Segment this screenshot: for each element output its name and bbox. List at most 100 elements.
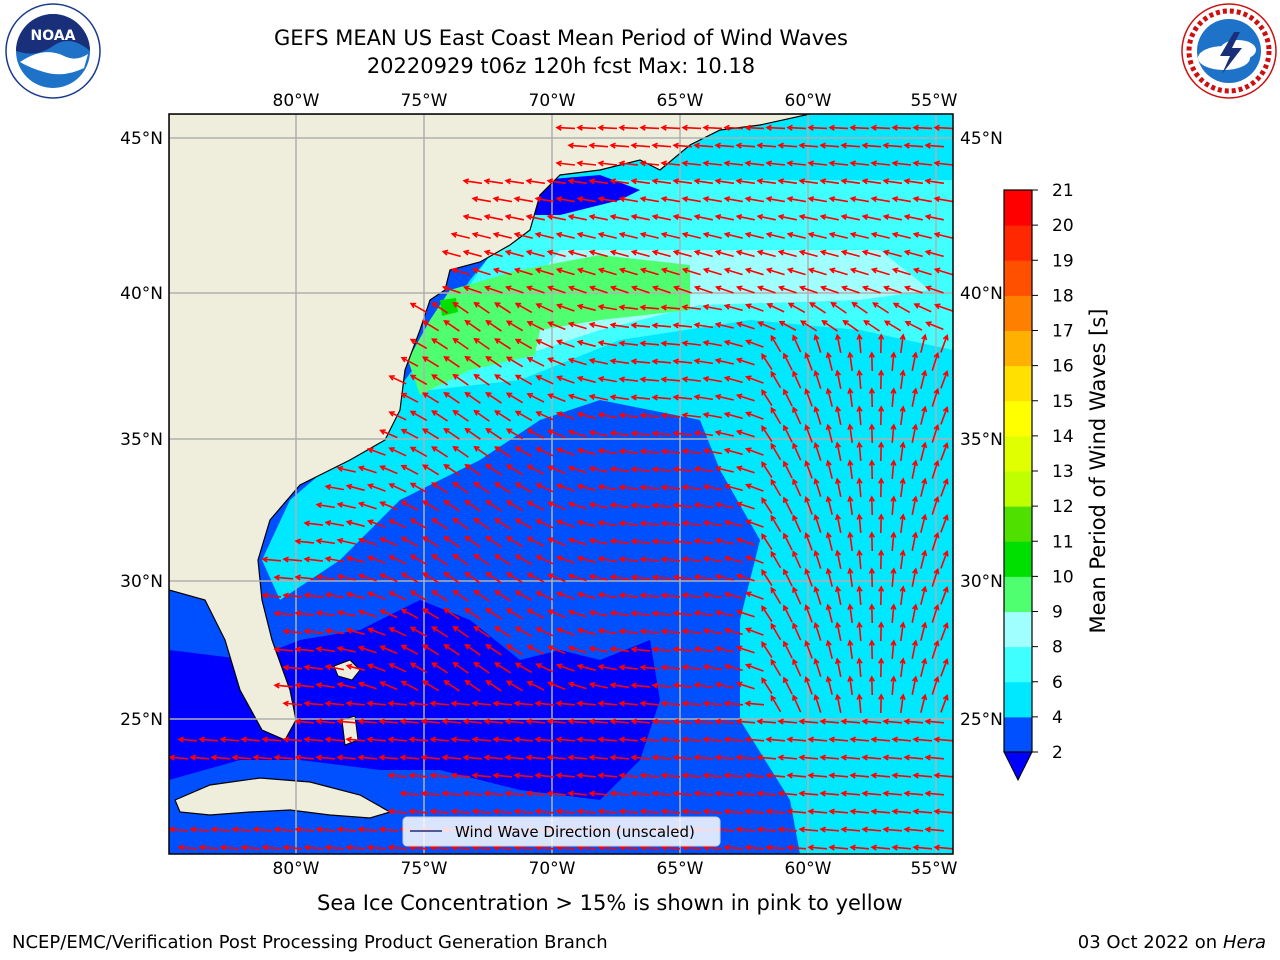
wind-wave-arrow	[420, 790, 441, 797]
wind-wave-arrow	[336, 754, 357, 761]
wind-wave-arrow	[525, 285, 545, 294]
wind-wave-arrow	[940, 657, 949, 677]
wind-wave-arrow	[473, 661, 490, 674]
wind-wave-arrow	[840, 754, 861, 761]
wind-wave-arrow	[856, 405, 863, 426]
wind-wave-arrow	[735, 790, 756, 797]
wind-wave-arrow	[261, 844, 282, 851]
wind-wave-arrow	[588, 429, 608, 437]
wind-wave-arrow	[379, 537, 398, 547]
wind-wave-arrow	[408, 736, 429, 743]
wind-wave-arrow	[660, 664, 681, 671]
wind-wave-arrow	[890, 459, 897, 480]
wind-wave-arrow	[912, 772, 933, 779]
wind-wave-arrow	[693, 466, 714, 473]
wind-wave-arrow	[819, 754, 840, 761]
wind-wave-arrow	[576, 555, 596, 564]
wind-wave-arrow	[547, 393, 566, 403]
wind-wave-arrow	[400, 392, 419, 403]
colorbar-tick-label: 9	[1052, 603, 1063, 623]
wind-wave-arrow	[588, 609, 608, 617]
wind-wave-arrow	[505, 536, 524, 548]
wind-wave-arrow	[890, 675, 897, 696]
wind-wave-arrow	[660, 231, 680, 239]
wind-wave-arrow	[778, 320, 797, 331]
wind-wave-arrow	[555, 555, 575, 564]
wind-wave-arrow	[651, 682, 672, 689]
wind-wave-arrow	[660, 412, 681, 419]
wind-wave-arrow	[588, 718, 609, 725]
wind-wave-arrow	[872, 302, 889, 314]
wind-wave-arrow	[792, 478, 802, 497]
map-figure: 80°W 75°W 70°W 65°W 60°W 55°W 80°W 75°W …	[120, 91, 1110, 879]
wind-wave-arrow	[464, 499, 481, 512]
wind-wave-arrow	[525, 213, 545, 221]
wind-wave-arrow	[294, 826, 315, 833]
wind-wave-arrow	[651, 610, 672, 617]
wind-wave-arrow	[576, 375, 596, 384]
wind-wave-arrow	[735, 537, 755, 546]
wind-wave-arrow	[421, 680, 440, 692]
wind-wave-arrow	[567, 285, 587, 294]
colorbar-ticks: 2 4 6 8 9 10 11 12 13 14 15 16 17 18 19 20 21	[1032, 181, 1074, 763]
wind-wave-arrow	[912, 160, 933, 167]
wind-wave-arrow	[882, 718, 903, 725]
wind-wave-arrow	[940, 441, 949, 461]
wind-wave-arrow	[505, 356, 524, 368]
wind-wave-arrow	[899, 585, 906, 606]
wind-wave-arrow	[303, 844, 324, 851]
wind-wave-arrow	[294, 610, 315, 617]
wind-wave-arrow	[379, 429, 398, 439]
land-cuba	[174, 777, 392, 819]
wind-wave-arrow	[462, 285, 482, 294]
wind-wave-arrow	[294, 682, 315, 689]
wind-wave-arrow	[672, 610, 693, 617]
lon-label-top-55w: 55°W	[911, 91, 958, 111]
wind-wave-arrow	[514, 482, 533, 494]
wind-wave-arrow	[639, 267, 659, 276]
wind-wave-arrow	[513, 736, 534, 743]
wind-wave-arrow	[651, 718, 672, 725]
wind-wave-arrow	[744, 555, 764, 564]
wind-wave-arrow	[547, 321, 566, 331]
wind-wave-arrow	[911, 603, 919, 623]
wind-wave-arrow	[672, 754, 693, 761]
wind-wave-arrow	[567, 249, 587, 258]
wind-wave-arrow	[576, 772, 597, 779]
wind-wave-arrow	[723, 663, 743, 672]
wind-wave-arrow	[911, 459, 919, 479]
wind-wave-arrow	[912, 844, 933, 851]
wind-wave-arrow	[735, 321, 755, 330]
wind-wave-arrow	[940, 513, 949, 533]
wind-wave-arrow	[847, 603, 854, 624]
wind-wave-arrow	[924, 213, 944, 221]
wind-wave-arrow	[618, 231, 638, 239]
wind-wave-arrow	[868, 675, 875, 696]
wind-wave-arrow	[555, 411, 575, 420]
wind-wave-arrow	[761, 569, 773, 586]
lon-label-bottom-75w: 75°W	[401, 859, 448, 879]
wind-wave-arrow	[660, 267, 680, 276]
wind-wave-arrow	[792, 514, 802, 533]
wind-wave-arrow	[765, 808, 786, 815]
wind-wave-arrow	[597, 592, 617, 599]
wind-wave-arrow	[933, 267, 953, 276]
wind-wave-arrow	[282, 736, 303, 743]
wind-wave-arrow	[777, 213, 797, 221]
wind-wave-arrow	[933, 231, 953, 239]
wind-wave-arrow	[588, 213, 608, 221]
wind-wave-arrow	[388, 411, 407, 421]
wind-wave-arrow	[903, 178, 924, 185]
wind-wave-arrow	[920, 441, 928, 461]
wind-wave-arrow	[597, 772, 618, 779]
wind-wave-arrow	[714, 645, 734, 653]
wind-wave-arrow	[849, 844, 870, 851]
wind-wave-arrow	[588, 393, 608, 401]
wind-wave-arrow	[400, 464, 419, 475]
wind-wave-arrow	[168, 754, 189, 761]
wind-wave-arrow	[324, 520, 344, 527]
wind-wave-arrow	[567, 213, 587, 221]
wind-wave-arrow	[744, 663, 764, 672]
wind-wave-arrow	[770, 478, 782, 497]
wind-wave-arrow	[400, 644, 419, 655]
